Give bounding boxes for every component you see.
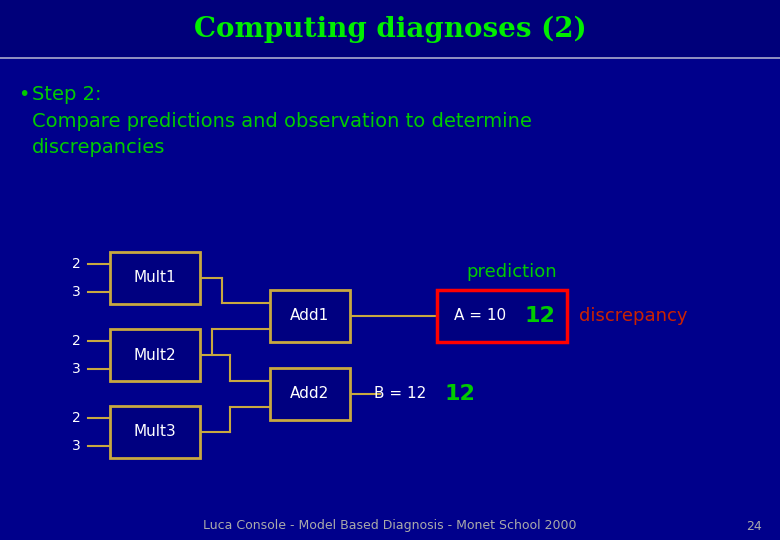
Text: 24: 24 xyxy=(746,519,762,532)
Bar xyxy=(270,368,350,420)
Text: Add2: Add2 xyxy=(290,387,330,402)
Text: B = 12: B = 12 xyxy=(374,387,426,402)
Bar xyxy=(437,290,567,342)
Text: 3: 3 xyxy=(72,362,80,376)
Text: 3: 3 xyxy=(72,439,80,453)
Text: 12: 12 xyxy=(525,306,555,326)
Text: Compare predictions and observation to determine: Compare predictions and observation to d… xyxy=(32,112,532,131)
Text: Computing diagnoses (2): Computing diagnoses (2) xyxy=(193,15,587,43)
Text: Step 2:: Step 2: xyxy=(32,85,101,104)
Text: Mult1: Mult1 xyxy=(133,271,176,286)
Bar xyxy=(110,329,200,381)
Text: 12: 12 xyxy=(445,384,476,404)
Text: A = 10: A = 10 xyxy=(454,308,506,323)
Text: Mult3: Mult3 xyxy=(133,424,176,440)
Text: 3: 3 xyxy=(72,285,80,299)
Text: discrepancy: discrepancy xyxy=(579,307,687,325)
Bar xyxy=(0,0,780,58)
Bar xyxy=(110,252,200,304)
Text: Luca Console - Model Based Diagnosis - Monet School 2000: Luca Console - Model Based Diagnosis - M… xyxy=(204,519,576,532)
Text: 2: 2 xyxy=(72,411,80,425)
Text: 2: 2 xyxy=(72,334,80,348)
Text: 2: 2 xyxy=(72,257,80,271)
Text: discrepancies: discrepancies xyxy=(32,138,165,157)
Text: Mult2: Mult2 xyxy=(133,348,176,362)
Text: prediction: prediction xyxy=(466,263,558,281)
Text: •: • xyxy=(18,85,30,104)
Text: Add1: Add1 xyxy=(290,308,330,323)
Bar xyxy=(110,406,200,458)
Bar xyxy=(270,290,350,342)
